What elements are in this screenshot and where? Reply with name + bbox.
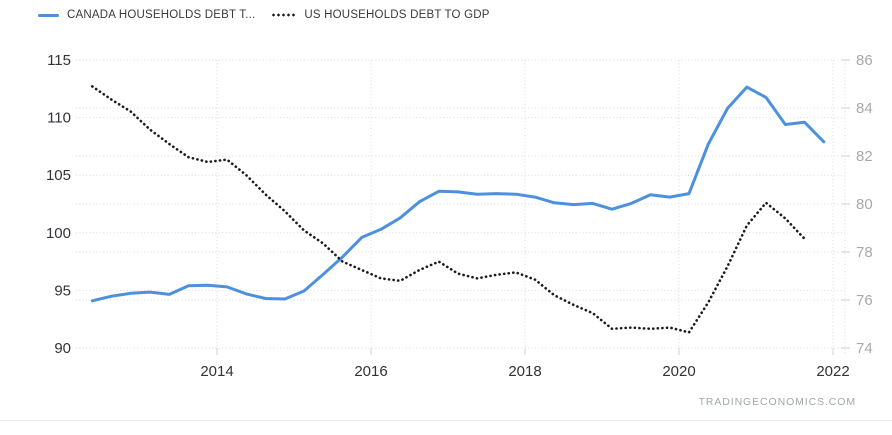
right-axis-tick-label: 82 (856, 148, 873, 165)
canada-series-line[interactable] (90, 85, 826, 303)
right-axis-tick-label: 76 (856, 292, 873, 309)
x-axis-tick-label: 2014 (200, 363, 233, 380)
right-axis-tick-label: 74 (856, 340, 873, 357)
watermark: TRADINGECONOMICS.COM (698, 396, 856, 408)
left-axis-tick-label: 115 (47, 52, 71, 69)
x-axis-tick-label: 2018 (508, 363, 541, 380)
legend-label-canada: CANADA HOUSEHOLDS DEBT T... (67, 9, 256, 21)
left-axis-tick-label: 105 (46, 167, 71, 184)
bottom-border (0, 420, 892, 421)
left-axis-tick-label: 95 (54, 282, 71, 299)
right-axis-tick-label: 84 (856, 100, 873, 117)
us-dotted-swatch-icon (271, 13, 298, 17)
legend-label-us: US HOUSEHOLDS DEBT TO GDP (304, 9, 490, 21)
right-axis-tick-label: 86 (856, 52, 873, 69)
left-axis-tick-label: 90 (54, 340, 71, 357)
right-axis-tick-label: 80 (856, 196, 873, 213)
canada-line-swatch-icon (38, 13, 59, 17)
x-axis-tick-label: 2016 (354, 363, 387, 380)
legend-item-us[interactable]: US HOUSEHOLDS DEBT TO GDP (271, 9, 489, 21)
x-axis-tick-label: 2020 (662, 363, 695, 380)
us-series-line[interactable] (91, 85, 806, 334)
legend: CANADA HOUSEHOLDS DEBT T... US HOUSEHOLD… (38, 9, 490, 21)
x-axis-tick-label: 2022 (816, 363, 849, 380)
right-axis-tick-label: 78 (856, 244, 873, 261)
left-axis-tick-label: 100 (46, 225, 71, 242)
legend-item-canada[interactable]: CANADA HOUSEHOLDS DEBT T... (38, 9, 255, 21)
left-axis-tick-label: 110 (47, 110, 71, 127)
